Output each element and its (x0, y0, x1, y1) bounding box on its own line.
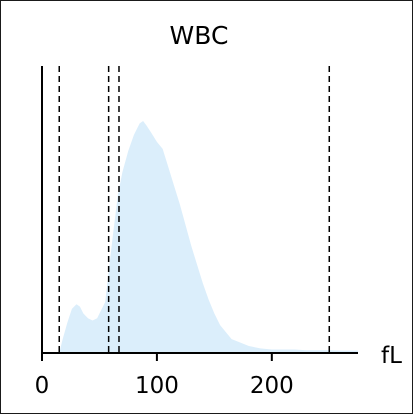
threshold-lines (58, 66, 331, 353)
x-tick-label: 200 (250, 373, 294, 399)
x-axis-ticks: 0 100 200 (35, 353, 294, 399)
x-axis-label: fL (381, 343, 402, 369)
x-tick-label: 100 (135, 373, 179, 399)
chart-title: WBC (170, 21, 229, 50)
x-tick-label: 0 (35, 373, 50, 399)
wbc-distribution-area (59, 121, 359, 353)
